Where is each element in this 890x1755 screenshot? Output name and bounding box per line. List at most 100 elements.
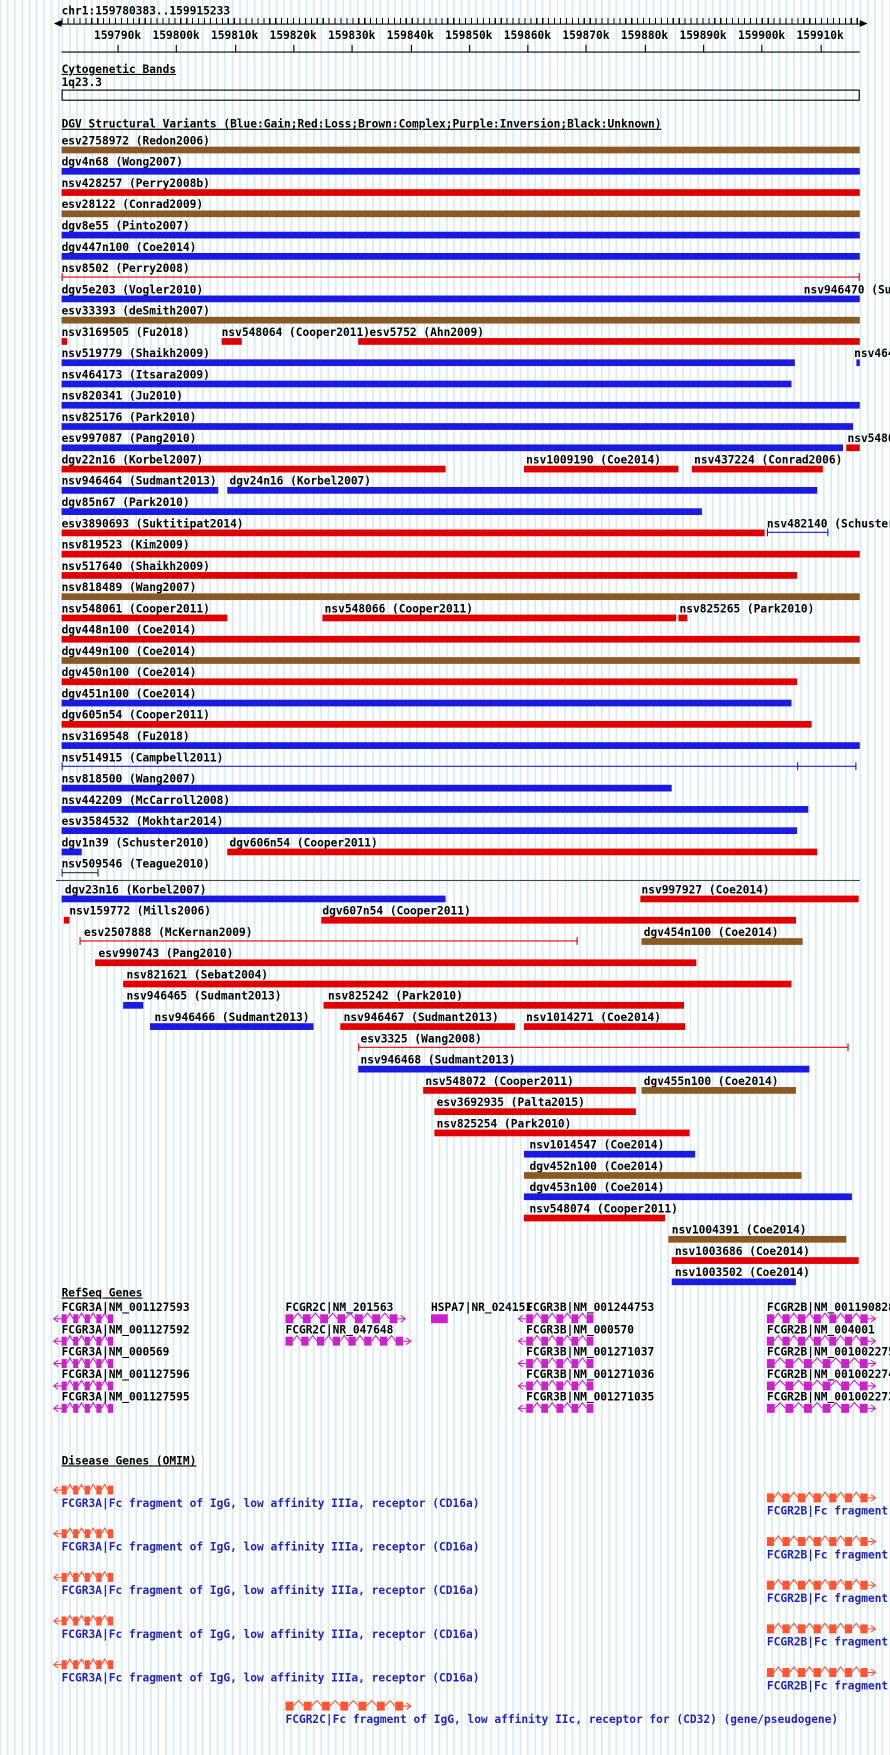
variant-bar[interactable] <box>61 895 446 903</box>
variant-bar[interactable] <box>61 657 860 664</box>
variant-label[interactable]: nsv946470 (Sud <box>803 284 890 297</box>
gene-label[interactable]: FCGR3B|NM_001244753 <box>526 1301 655 1315</box>
variant-bar[interactable] <box>61 848 82 856</box>
variant-label[interactable]: dgv452n100 (Coe2014) <box>529 1160 665 1174</box>
variant-bar[interactable] <box>766 528 829 537</box>
variant-label[interactable]: nsv517640 (Shaikh2009) <box>61 560 210 574</box>
variant-bar[interactable] <box>61 253 860 260</box>
variant-bar[interactable] <box>61 401 860 409</box>
variant-bar[interactable] <box>668 1235 847 1243</box>
variant-bar[interactable] <box>61 210 860 218</box>
disease-gene-glyph[interactable] <box>758 1491 877 1504</box>
gene-glyph[interactable] <box>758 1312 877 1325</box>
variant-bar[interactable] <box>641 1087 796 1094</box>
disease-gene-label[interactable]: FCGR2B|Fc fragment of <box>766 1549 890 1562</box>
gene-label[interactable]: HSPA7|NR_024151 <box>431 1301 533 1315</box>
variant-bar[interactable] <box>358 1043 849 1052</box>
variant-bar[interactable] <box>61 720 812 728</box>
variant-bar[interactable] <box>358 1065 810 1073</box>
variant-bar[interactable] <box>150 1023 314 1030</box>
variant-label[interactable]: esv2507888 (McKernan2009) <box>83 926 253 940</box>
variant-bar[interactable] <box>61 146 860 154</box>
variant-bar[interactable] <box>61 827 798 835</box>
variant-bar[interactable] <box>61 742 860 749</box>
cytoband-box[interactable] <box>61 89 860 101</box>
gene-label[interactable]: FCGR2B|NM_001002273 <box>766 1391 890 1404</box>
disease-gene-label[interactable]: FCGR2B|Fc fragment of <box>766 1680 890 1693</box>
variant-bar[interactable] <box>123 1001 144 1009</box>
gene-label[interactable]: FCGR3A|NM_001127595 <box>61 1391 190 1404</box>
disease-gene-label[interactable]: FCGR2B|Fc fragment of <box>766 1636 890 1650</box>
gene-glyph[interactable] <box>52 1312 122 1325</box>
variant-label[interactable]: nsv1003502 (Coe2014) <box>675 1267 810 1280</box>
variant-label[interactable]: esv3325 (Wang2008) <box>360 1033 482 1046</box>
variant-bar[interactable] <box>61 635 860 643</box>
variant-label[interactable]: nsv1004391 (Coe2014) <box>671 1224 807 1238</box>
variant-label[interactable]: nsv464173 (Itsara2009) <box>61 369 210 382</box>
variant-bar[interactable] <box>523 1172 802 1179</box>
gene-glyph[interactable] <box>277 1312 407 1325</box>
variant-label[interactable]: dgv22n16 (Korbel2007) <box>61 454 204 467</box>
variant-bar[interactable] <box>641 938 803 945</box>
variant-label[interactable]: dgv448n100 (Coe2014) <box>61 624 197 637</box>
variant-label[interactable]: nsv5480 <box>847 433 890 446</box>
variant-bar[interactable] <box>61 423 854 430</box>
gene-label[interactable]: FCGR3B|NM_001271035 <box>526 1391 655 1404</box>
variant-label[interactable]: nsv482140 (Schuster20 <box>766 518 890 531</box>
variant-label[interactable]: nsv548066 (Cooper2011) <box>324 603 473 616</box>
gene-glyph[interactable] <box>758 1379 877 1392</box>
variant-label[interactable]: nsv548074 (Cooper2011) <box>529 1203 678 1216</box>
variant-label[interactable]: nsv1003686 (Coe2014) <box>675 1246 810 1259</box>
variant-label[interactable]: dgv5e203 (Vogler2010) <box>61 284 204 297</box>
disease-gene-glyph[interactable] <box>758 1622 877 1635</box>
variant-label[interactable]: dgv605n54 (Cooper2011) <box>61 709 210 723</box>
variant-label[interactable]: nsv509546 (Teague2010) <box>61 858 210 871</box>
disease-gene-glyph[interactable] <box>52 1570 122 1584</box>
variant-label[interactable]: nsv8502 (Perry2008) <box>61 263 190 276</box>
variant-label[interactable]: nsv819523 (Kim2009) <box>61 539 190 552</box>
variant-label[interactable]: dgv24n16 (Korbel2007) <box>229 475 372 489</box>
variant-bar[interactable] <box>61 359 795 367</box>
variant-bar[interactable] <box>61 338 68 345</box>
variant-label[interactable]: nsv442209 (McCarroll2008) <box>61 794 231 808</box>
variant-bar[interactable] <box>61 678 798 686</box>
variant-bar[interactable] <box>61 444 843 452</box>
variant-bar[interactable] <box>322 614 677 622</box>
variant-bar[interactable] <box>79 937 578 945</box>
variant-bar[interactable] <box>523 1193 852 1201</box>
variant-label[interactable]: nsv519779 (Shaikh2009) <box>61 348 210 361</box>
variant-label[interactable]: esv5752 (Ahn2009) <box>369 326 485 340</box>
variant-bar[interactable] <box>61 572 798 579</box>
variant-label[interactable]: nsv3169548 (Fu2018) <box>61 731 190 744</box>
gene-label[interactable]: FCGR2B|NM_001002275 <box>766 1346 890 1360</box>
variant-label[interactable]: dgv449n100 (Coe2014) <box>61 645 197 659</box>
variant-label[interactable]: dgv23n16 (Korbel2007) <box>64 884 207 897</box>
gene-glyph[interactable] <box>758 1401 877 1415</box>
variant-bar[interactable] <box>523 465 679 473</box>
variant-bar[interactable] <box>63 916 70 924</box>
gene-label[interactable]: FCGR3A|NM_001127593 <box>61 1301 190 1315</box>
gene-glyph[interactable] <box>517 1379 602 1392</box>
variant-label[interactable]: nsv3169505 (Fu2018) <box>61 326 190 340</box>
disease-gene-label[interactable]: FCGR2B|Fc fragment of <box>766 1505 890 1519</box>
gene-label[interactable]: FCGR3A|NM_001127592 <box>61 1324 190 1337</box>
gene-glyph[interactable] <box>52 1334 122 1347</box>
variant-bar[interactable] <box>61 508 702 515</box>
variant-label[interactable]: nsv159772 (Mills2006) <box>69 905 211 918</box>
variant-bar[interactable] <box>61 614 228 622</box>
variant-label[interactable]: dgv606n54 (Cooper2011) <box>229 837 378 850</box>
variant-bar[interactable] <box>61 868 99 877</box>
variant-bar[interactable] <box>323 1001 685 1009</box>
variant-bar[interactable] <box>61 295 860 303</box>
variant-bar[interactable] <box>61 231 860 239</box>
gene-glyph[interactable] <box>52 1401 122 1415</box>
variant-label[interactable]: nsv825242 (Park2010) <box>328 990 463 1004</box>
variant-label[interactable]: nsv428257 (Perry2008b) <box>61 178 210 191</box>
disease-gene-glyph[interactable] <box>52 1614 122 1627</box>
variant-label[interactable]: nsv825176 (Park2010) <box>61 411 197 425</box>
variant-label[interactable]: dgv447n100 (Coe2014) <box>61 241 197 255</box>
gene-label[interactable]: FCGR3A|NM_000569 <box>61 1346 170 1360</box>
disease-gene-label[interactable]: FCGR3A|Fc fragment of IgG, low affinity … <box>61 1628 480 1642</box>
variant-label[interactable]: dgv450n100 (Coe2014) <box>61 667 197 680</box>
gene-glyph[interactable] <box>517 1401 602 1415</box>
